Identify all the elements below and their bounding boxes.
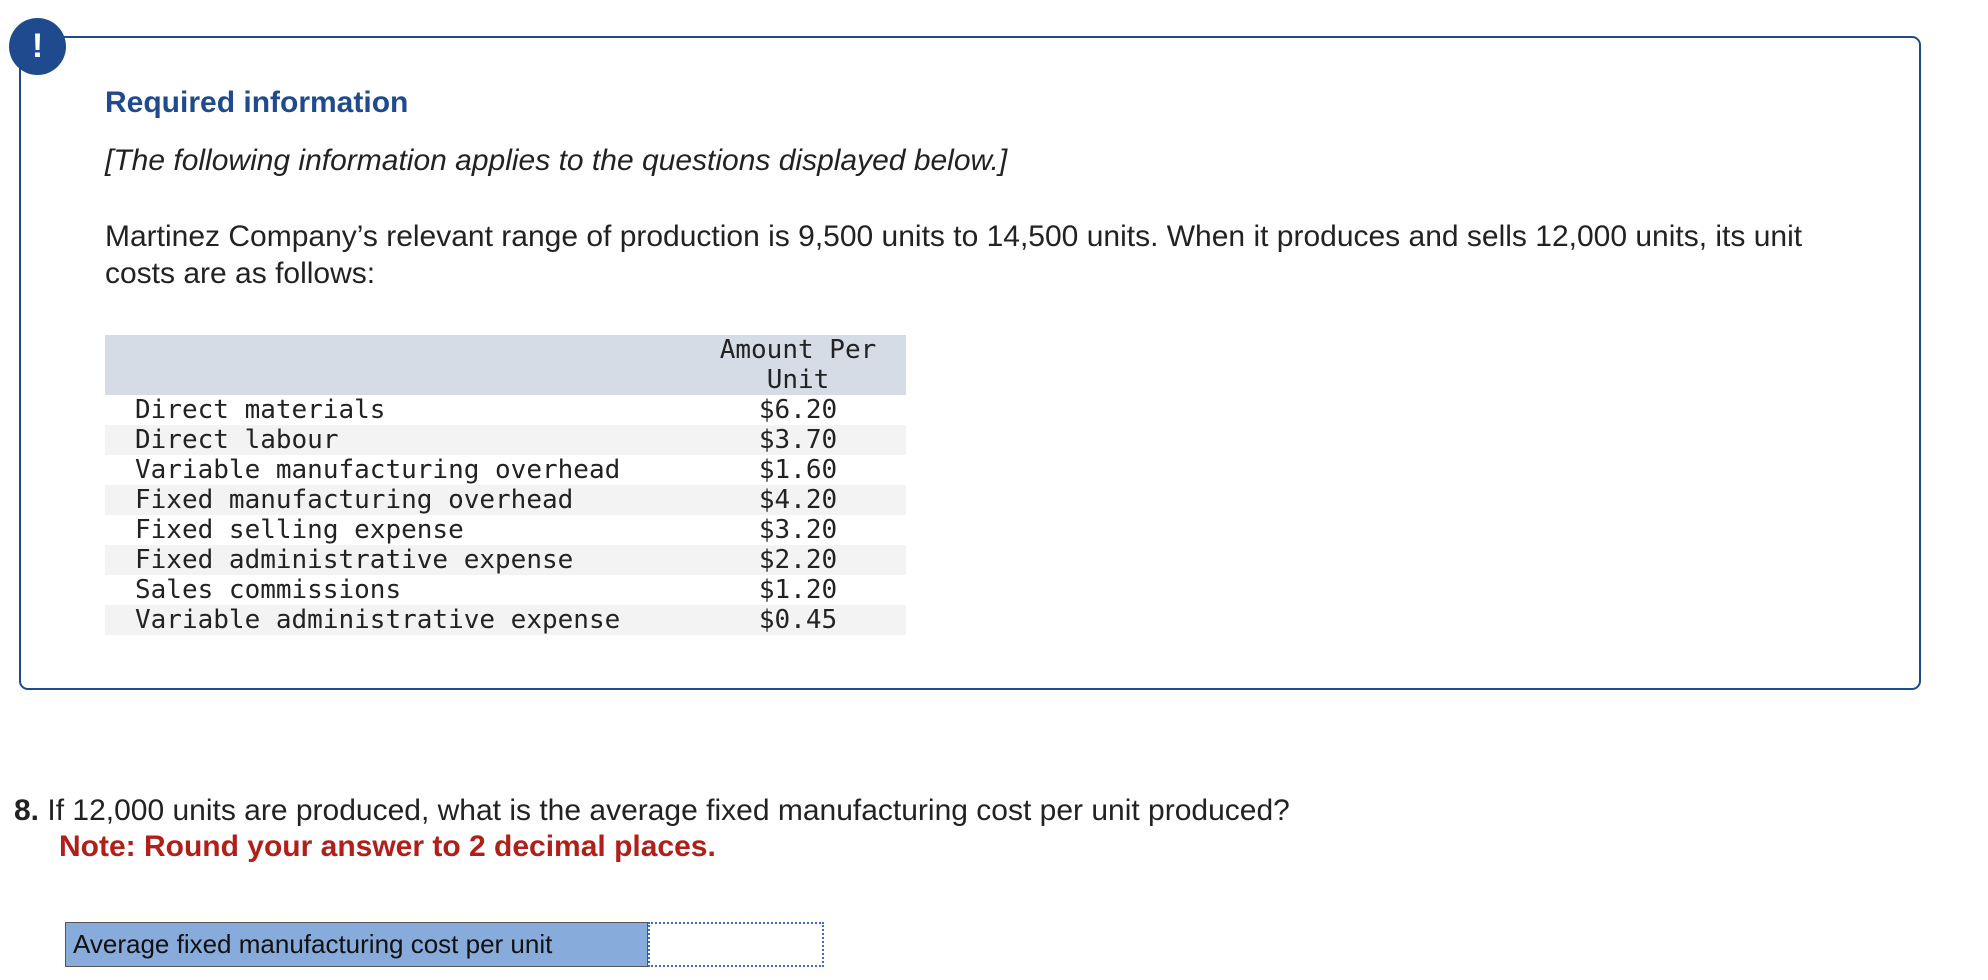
table-row: Fixed manufacturing overhead $4.20 [105, 485, 906, 515]
question-body: If 12,000 units are produced, what is th… [47, 794, 1290, 827]
info-description: Martinez Company’s relevant range of pro… [105, 220, 1803, 290]
table-row: Variable manufacturing overhead $1.60 [105, 455, 906, 485]
exclamation-icon: ! [9, 18, 66, 75]
cost-item: Direct materials [105, 395, 690, 425]
table-row: Fixed selling expense $3.20 [105, 515, 906, 545]
cost-amount: $1.60 [690, 455, 906, 485]
cost-item: Direct labour [105, 425, 690, 455]
question-number: 8. [14, 794, 40, 827]
cost-item: Fixed selling expense [105, 515, 690, 545]
cost-item: Fixed administrative expense [105, 545, 690, 575]
cost-item: Sales commissions [105, 575, 690, 605]
table-header-row: Amount Per Unit [105, 335, 906, 395]
answer-label: Average fixed manufacturing cost per uni… [65, 922, 648, 967]
cost-amount: $3.70 [690, 425, 906, 455]
table-row: Direct labour $3.70 [105, 425, 906, 455]
cost-item: Variable manufacturing overhead [105, 455, 690, 485]
answer-input[interactable] [648, 922, 824, 967]
required-information-panel [19, 36, 1921, 690]
info-note: [The following information applies to th… [105, 144, 1008, 177]
table-row: Variable administrative expense $0.45 [105, 605, 906, 635]
cost-amount: $1.20 [690, 575, 906, 605]
cost-amount: $2.20 [690, 545, 906, 575]
cost-amount: $6.20 [690, 395, 906, 425]
table-header-amount: Amount Per Unit [690, 335, 906, 395]
cost-item: Variable administrative expense [105, 605, 690, 635]
cost-amount: $0.45 [690, 605, 906, 635]
unit-cost-table: Amount Per Unit Direct materials $6.20 D… [105, 335, 906, 635]
table-row: Fixed administrative expense $2.20 [105, 545, 906, 575]
cost-amount: $3.20 [690, 515, 906, 545]
table-row: Direct materials $6.20 [105, 395, 906, 425]
cost-amount: $4.20 [690, 485, 906, 515]
table-row: Sales commissions $1.20 [105, 575, 906, 605]
rounding-note: Note: Round your answer to 2 decimal pla… [59, 830, 716, 863]
question-text: 8. If 12,000 units are produced, what is… [14, 793, 1914, 829]
table-header-item [105, 335, 690, 395]
info-title: Required information [105, 86, 409, 119]
cost-item: Fixed manufacturing overhead [105, 485, 690, 515]
